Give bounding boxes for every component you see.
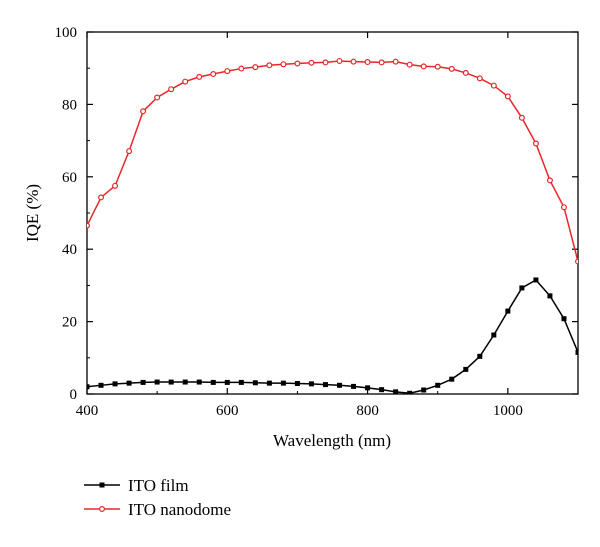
data-point — [406, 61, 413, 68]
y-tick-label: 100 — [55, 25, 78, 41]
data-point — [154, 379, 160, 385]
data-point — [547, 293, 553, 299]
data-point — [505, 308, 511, 314]
data-point — [448, 65, 455, 72]
series-layer — [87, 57, 578, 394]
legend-item: ITO film — [84, 476, 189, 495]
data-point — [435, 382, 441, 388]
data-point — [378, 59, 385, 66]
legend-marker — [98, 506, 105, 513]
data-point — [518, 114, 525, 121]
data-point — [546, 177, 553, 184]
legend-item: ITO nanodome — [84, 500, 231, 519]
data-point — [532, 140, 539, 147]
y-axis-title: IQE (%) — [23, 184, 42, 242]
data-point — [294, 60, 301, 67]
y-tick-label: 60 — [62, 170, 77, 186]
data-point — [420, 63, 427, 70]
data-point — [462, 69, 469, 76]
data-point — [575, 349, 578, 355]
data-point — [393, 389, 399, 394]
data-point — [210, 379, 216, 385]
data-point — [154, 94, 161, 101]
data-point — [87, 384, 90, 390]
data-point — [561, 316, 567, 322]
data-point — [294, 381, 300, 387]
y-tick-label: 20 — [62, 315, 77, 331]
data-point — [168, 86, 175, 93]
data-point — [477, 353, 483, 359]
legend-label: ITO nanodome — [128, 500, 231, 519]
data-point — [168, 379, 174, 385]
data-point — [126, 148, 133, 155]
data-point — [407, 390, 413, 394]
data-point — [350, 58, 357, 65]
x-axis-title: Wavelength (nm) — [273, 431, 391, 450]
plot-frame — [86, 31, 579, 395]
data-point — [126, 380, 132, 386]
data-point — [98, 382, 104, 388]
series-line-2 — [87, 60, 578, 262]
data-point — [196, 379, 202, 385]
legend-label: ITO film — [128, 476, 189, 495]
y-tick-label: 40 — [62, 242, 77, 258]
data-point — [140, 108, 147, 115]
data-point — [252, 380, 258, 386]
data-point — [266, 380, 272, 386]
data-point — [252, 64, 259, 71]
data-point — [519, 285, 525, 291]
legend: ITO film ITO nanodome — [84, 476, 231, 519]
data-point — [560, 204, 567, 211]
y-tick-label: 0 — [70, 387, 78, 403]
data-point — [182, 379, 188, 385]
data-point — [98, 194, 105, 201]
x-tick-label: 400 — [76, 403, 99, 419]
data-point — [392, 58, 399, 65]
data-point — [337, 382, 343, 388]
x-tick-label: 600 — [216, 403, 239, 419]
x-tick-label: 800 — [356, 403, 379, 419]
data-point — [210, 70, 217, 77]
legend-marker — [99, 482, 105, 488]
axis-ticks: 400 600 800 1000 0 20 40 60 80 100 — [55, 25, 578, 419]
data-point — [112, 182, 119, 189]
data-point — [140, 379, 146, 385]
data-point — [308, 381, 314, 387]
data-point — [533, 277, 539, 283]
data-point — [308, 59, 315, 66]
series-line-1 — [87, 279, 578, 394]
y-tick-label: 80 — [62, 97, 77, 113]
data-point — [182, 78, 189, 85]
data-point — [476, 75, 483, 82]
data-point — [490, 82, 497, 89]
data-point — [87, 222, 90, 229]
data-point — [266, 62, 273, 69]
data-point — [280, 380, 286, 386]
data-point — [351, 383, 357, 389]
data-point — [196, 73, 203, 80]
data-point — [434, 63, 441, 70]
data-point — [224, 379, 230, 385]
data-point — [421, 387, 427, 393]
data-point — [322, 59, 329, 66]
data-point — [112, 381, 118, 387]
data-point — [379, 387, 385, 393]
data-point — [364, 59, 371, 66]
data-point — [491, 332, 497, 338]
data-point — [238, 65, 245, 72]
data-point — [322, 382, 328, 388]
data-point — [449, 376, 455, 382]
data-point — [238, 379, 244, 385]
data-point — [336, 57, 343, 64]
data-point — [224, 68, 231, 75]
data-point — [280, 61, 287, 68]
data-point — [463, 366, 469, 372]
data-point — [504, 93, 511, 100]
data-point — [365, 385, 371, 391]
data-point — [575, 258, 578, 265]
x-tick-label: 1000 — [493, 403, 523, 419]
